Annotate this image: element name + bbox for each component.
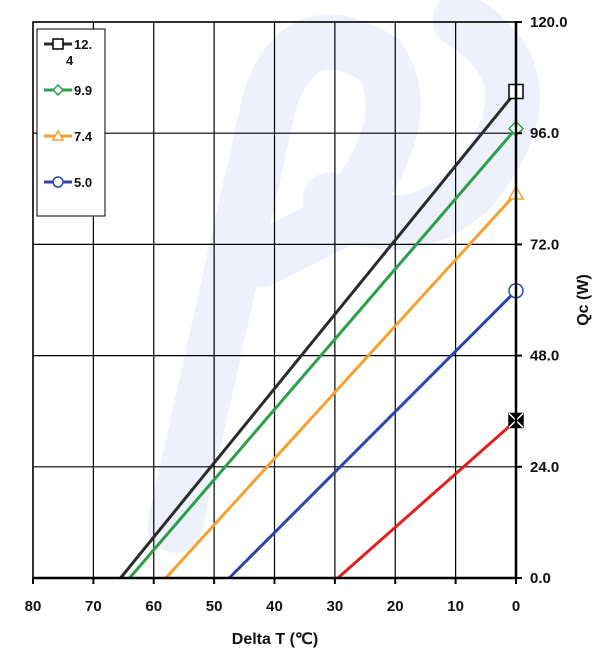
series-line (119, 90, 518, 579)
legend: 12.49.97.45.0 (36, 28, 106, 217)
series-line (164, 192, 518, 580)
x-tick-label: 60 (145, 598, 162, 615)
x-tick-label: 40 (266, 598, 283, 615)
series-marker (51, 129, 65, 141)
series-unlabeled (336, 412, 524, 580)
legend-label: 9.9 (74, 83, 92, 98)
watermark-stroke (147, 14, 421, 553)
series-marker (52, 176, 64, 188)
x-tick-label: 70 (85, 598, 102, 615)
x-tick-label: 0 (512, 598, 520, 615)
legend-item: 5.0 (44, 175, 92, 190)
x-tick-label: 30 (327, 598, 344, 615)
series-line (228, 289, 518, 580)
x-axis-title: Delta T (℃) (232, 631, 318, 648)
series-line (336, 419, 517, 580)
x-tick-label: 50 (206, 598, 223, 615)
y-tick-label: 24.0 (530, 459, 559, 476)
y-tick-label: 96.0 (530, 125, 559, 142)
legend-item: 9.9 (44, 83, 92, 98)
legend-label: 4 (66, 53, 74, 68)
series-layer (119, 83, 525, 580)
legend-item: 7.4 (44, 129, 93, 144)
y-tick-label: 120.0 (530, 14, 568, 31)
legend-box (36, 28, 106, 217)
series-line (128, 127, 518, 579)
y-axis-title: Qc (W) (575, 274, 592, 326)
series-marker (52, 38, 64, 50)
x-tick-label: 10 (447, 598, 464, 615)
legend-label: 7.4 (74, 129, 93, 144)
y-tick-label: 0.0 (530, 570, 551, 587)
legend-label: 12. (74, 37, 92, 52)
legend-label: 5.0 (74, 175, 92, 190)
series-5-0 (228, 282, 524, 580)
y-tick-label: 48.0 (530, 348, 559, 365)
legend-item: 12.4 (44, 37, 92, 68)
tick-labels: 80 70 60 50 40 30 20 10 0 0.0 24.0 48.0 72.0 96.0 120.… (25, 14, 568, 615)
watermark (147, 0, 540, 553)
y-tick-label: 72.0 (530, 236, 559, 253)
watermark-stroke (302, 0, 540, 251)
axes (32, 21, 522, 584)
series-12-4 (119, 83, 524, 579)
x-tick-label: 80 (25, 598, 42, 615)
series-marker (51, 83, 65, 97)
x-tick-label: 20 (387, 598, 404, 615)
